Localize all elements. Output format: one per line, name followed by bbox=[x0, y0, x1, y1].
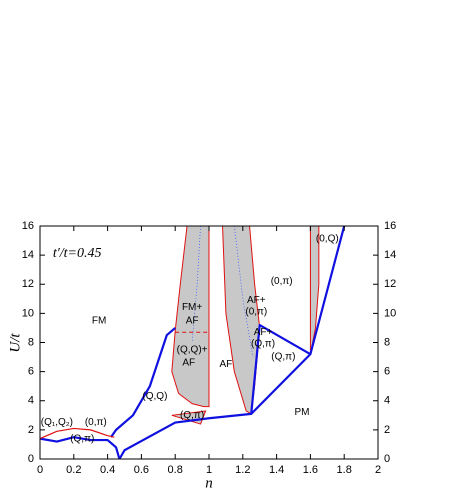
annotation: (0,π) bbox=[245, 307, 267, 318]
y-tick-label: 10 bbox=[22, 307, 34, 319]
x-tick-label: 1 bbox=[206, 464, 212, 476]
y-tick-label: 14 bbox=[22, 249, 34, 261]
x-tick-label: 0.2 bbox=[66, 464, 81, 476]
annotation: (0,π) bbox=[85, 417, 107, 428]
y-tick-label: 8 bbox=[28, 336, 34, 348]
y-axis-label: U/t bbox=[7, 333, 23, 353]
annotation: (Q,Q)+ bbox=[177, 344, 208, 355]
phase-region bbox=[171, 225, 210, 408]
annotation: AF bbox=[220, 359, 233, 370]
y-tick-label: 6 bbox=[28, 366, 34, 378]
annotation: AF+ bbox=[247, 295, 266, 306]
x-tick-label: 2 bbox=[375, 464, 381, 476]
annotation: FM bbox=[92, 315, 106, 326]
annotation: (Q,π) bbox=[70, 433, 94, 444]
x-tick-label: 1.4 bbox=[269, 464, 284, 476]
annotation: PM bbox=[294, 407, 309, 418]
annotation: AF bbox=[186, 315, 199, 326]
phase-boundary bbox=[250, 323, 311, 414]
y2-tick-label: 8 bbox=[384, 336, 390, 348]
phase-boundary bbox=[110, 327, 176, 438]
x-tick-label: 0.4 bbox=[100, 464, 115, 476]
y2-tick-label: 10 bbox=[384, 307, 396, 319]
x-tick-label: 0 bbox=[37, 464, 43, 476]
annotation: (Q,Q) bbox=[142, 391, 167, 402]
x-tick-label: 0.6 bbox=[134, 464, 149, 476]
annotation: (0,π) bbox=[271, 276, 293, 287]
annotation: (Q₁,Q₂) bbox=[41, 417, 73, 428]
y2-tick-label: 16 bbox=[384, 220, 396, 232]
annotation: t′/t=0.45 bbox=[53, 246, 102, 261]
annotation: (Q,π) bbox=[271, 352, 295, 363]
y2-tick-label: 2 bbox=[384, 424, 390, 436]
y2-tick-label: 4 bbox=[384, 395, 390, 407]
annotation: FM+ bbox=[182, 302, 202, 313]
y2-tick-label: 6 bbox=[384, 366, 390, 378]
phase-boundary bbox=[233, 225, 254, 358]
y-tick-label: 12 bbox=[22, 278, 34, 290]
x-tick-label: 1.2 bbox=[235, 464, 250, 476]
phase-boundary bbox=[39, 436, 121, 460]
annotation: AF bbox=[182, 358, 195, 369]
annotation: (0,Q) bbox=[316, 234, 339, 245]
y2-tick-label: 12 bbox=[384, 278, 396, 290]
y2-tick-label: 0 bbox=[384, 453, 390, 465]
x-tick-label: 1.6 bbox=[303, 464, 318, 476]
x-tick-label: 0.8 bbox=[168, 464, 183, 476]
x-tick-label: 1.8 bbox=[337, 464, 352, 476]
annotation: (Q,π) bbox=[251, 339, 275, 350]
phase-boundary bbox=[39, 427, 115, 440]
y-tick-label: 0 bbox=[28, 453, 34, 465]
y-tick-label: 4 bbox=[28, 395, 34, 407]
y2-tick-label: 14 bbox=[384, 249, 396, 261]
y-tick-label: 2 bbox=[28, 424, 34, 436]
y-tick-label: 16 bbox=[22, 220, 34, 232]
annotation: (Q,π) bbox=[180, 410, 204, 421]
x-axis-label: n bbox=[205, 475, 213, 491]
annotation: AF+ bbox=[254, 327, 273, 338]
